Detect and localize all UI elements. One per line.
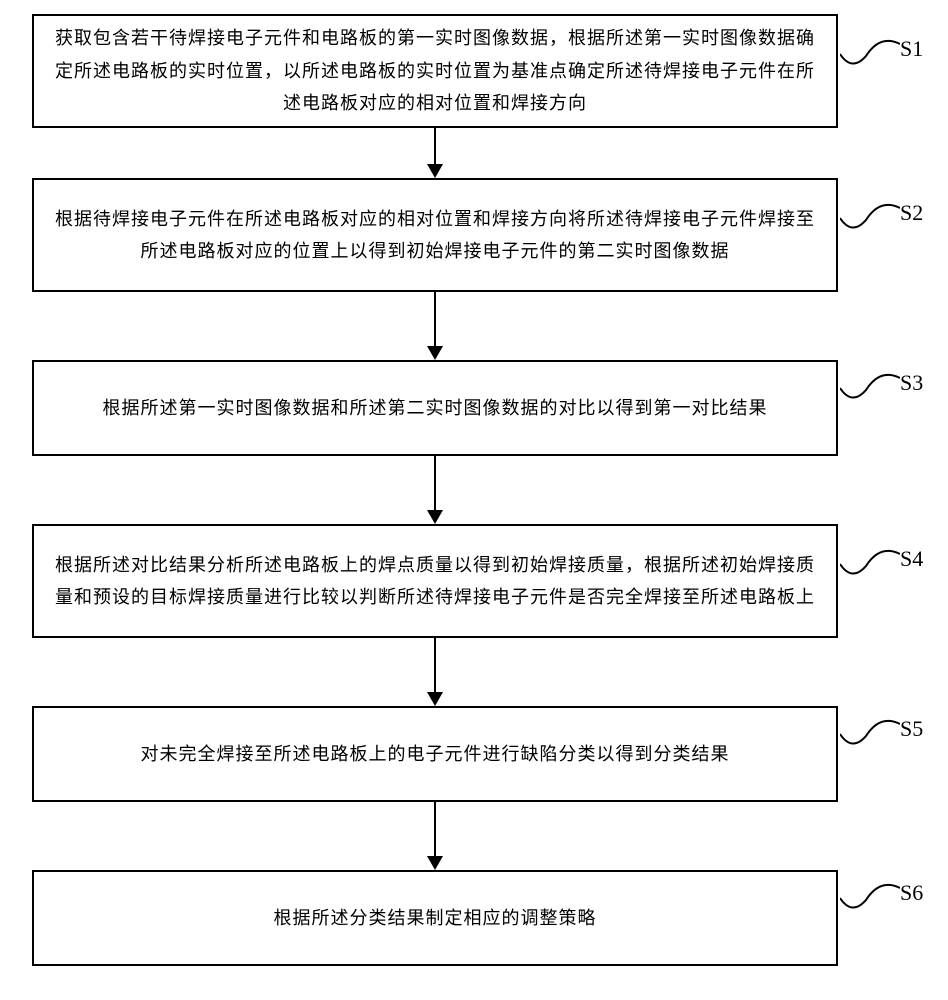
step-label-s5: S5	[900, 716, 923, 742]
step-label-s3: S3	[900, 370, 923, 396]
step-box-s6: 根据所述分类结果制定相应的调整策略	[32, 870, 838, 966]
arrow-s5-s6	[427, 802, 443, 870]
step-label-s4: S4	[900, 546, 923, 572]
squiggle-s6	[840, 872, 900, 918]
step-text-s6: 根据所述分类结果制定相应的调整策略	[274, 902, 597, 934]
step-label-s1: S1	[900, 36, 923, 62]
step-box-s5: 对未完全焊接至所述电路板上的电子元件进行缺陷分类以得到分类结果	[32, 706, 838, 802]
step-box-s4: 根据所述对比结果分析所述电路板上的焊点质量以得到初始焊接质量，根据所述初始焊接质…	[32, 524, 838, 638]
squiggle-s4	[840, 538, 900, 584]
step-text-s1: 获取包含若干待焊接电子元件和电路板的第一实时图像数据，根据所述第一实时图像数据确…	[54, 22, 816, 119]
squiggle-s1	[840, 28, 900, 74]
step-label-s2: S2	[900, 200, 923, 226]
squiggle-s2	[840, 192, 900, 238]
step-text-s2: 根据待焊接电子元件在所述电路板对应的相对位置和焊接方向将所述待焊接电子元件焊接至…	[54, 203, 816, 268]
arrow-s3-s4	[427, 456, 443, 524]
squiggle-s3	[840, 362, 900, 408]
step-box-s2: 根据待焊接电子元件在所述电路板对应的相对位置和焊接方向将所述待焊接电子元件焊接至…	[32, 178, 838, 292]
step-box-s3: 根据所述第一实时图像数据和所述第二实时图像数据的对比以得到第一对比结果	[32, 360, 838, 456]
step-label-s6: S6	[900, 880, 923, 906]
step-text-s3: 根据所述第一实时图像数据和所述第二实时图像数据的对比以得到第一对比结果	[103, 392, 768, 424]
step-text-s5: 对未完全焊接至所述电路板上的电子元件进行缺陷分类以得到分类结果	[141, 738, 730, 770]
arrow-s4-s5	[427, 638, 443, 706]
squiggle-s5	[840, 708, 900, 754]
arrow-s1-s2	[427, 128, 443, 178]
step-text-s4: 根据所述对比结果分析所述电路板上的焊点质量以得到初始焊接质量，根据所述初始焊接质…	[54, 549, 816, 614]
arrow-s2-s3	[427, 292, 443, 360]
flowchart-container: 获取包含若干待焊接电子元件和电路板的第一实时图像数据，根据所述第一实时图像数据确…	[0, 0, 948, 1000]
step-box-s1: 获取包含若干待焊接电子元件和电路板的第一实时图像数据，根据所述第一实时图像数据确…	[32, 14, 838, 128]
